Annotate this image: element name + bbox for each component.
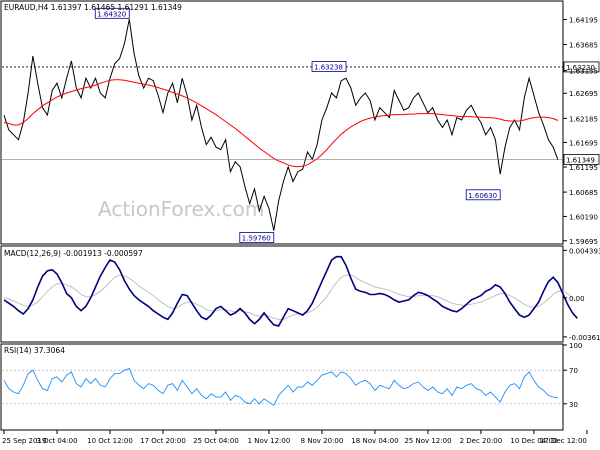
price-tick-label: 1.63155 [569,68,598,76]
annotation-label: 1.63238 [314,64,343,72]
price-tick-label: 1.61195 [569,164,598,172]
x-tick-label: 25 Sep 2019 [2,437,46,445]
price-tick-label: 1.59695 [569,238,598,246]
x-tick-label: 3 Oct 04:00 [36,437,77,445]
macd-tick-label: -0.003619 [569,334,600,342]
price-series-line [3,19,559,231]
moving-average-line [3,79,559,168]
x-tick-label: 17 Oct 20:00 [140,437,186,445]
price-tick-label: 1.62695 [569,90,598,98]
x-tick-label: 17 Dec 12:00 [540,437,587,445]
x-tick-label: 2 Dec 20:00 [460,437,503,445]
resistance-price-label: 1.63230 [566,64,595,72]
annotation-box [311,61,347,72]
price-tick-label: 1.63685 [569,42,598,50]
x-tick-label: 10 Oct 12:00 [87,437,133,445]
macd-tick-label: 0.00 [569,295,585,303]
current-price-tag [563,154,600,165]
resistance-price-tag [563,61,600,73]
annotation-label: 1.59760 [242,235,271,243]
rsi-tick-label: 70 [569,367,578,375]
price-tick-label: 1.62185 [569,115,598,123]
watermark: ActionForex.com [98,197,264,221]
annotation-box [465,189,501,201]
rsi-header: RSI(14) 37.3064 [4,346,65,355]
price-tick-label: 1.64195 [569,16,598,24]
x-tick-label: 25 Nov 12:00 [404,437,451,445]
macd-signal-line [3,274,578,320]
macd-header: MACD(12,26,9) -0.001913 -0.000597 [4,249,143,258]
annotation-label: 1.64320 [97,10,126,18]
x-tick-label: 25 Oct 04:00 [193,437,239,445]
macd-line [3,255,578,327]
x-tick-label: 18 Nov 04:00 [351,437,398,445]
annotation-box [239,232,275,243]
price-pane-frame [0,0,564,245]
price-header: EURAUD,H4 1.61397 1.61465 1.61291 1.6134… [4,3,182,12]
rsi-pane-frame [0,343,564,431]
current-price-label: 1.61349 [566,156,595,164]
rsi-tick-label: 100 [569,342,582,350]
x-tick-label: 10 Dec 04:00 [510,437,557,445]
annotation-label: 1.60630 [468,192,497,200]
price-tick-label: 1.60190 [569,213,598,221]
price-tick-label: 1.61695 [569,139,598,147]
price-tick-label: 1.60685 [569,189,598,197]
rsi-line [3,367,559,407]
annotation-box [94,7,130,19]
x-tick-label: 8 Nov 20:00 [301,437,344,445]
x-tick-label: 1 Nov 12:00 [248,437,291,445]
macd-tick-label: 0.004393 [569,247,600,255]
rsi-tick-label: 30 [569,401,578,409]
